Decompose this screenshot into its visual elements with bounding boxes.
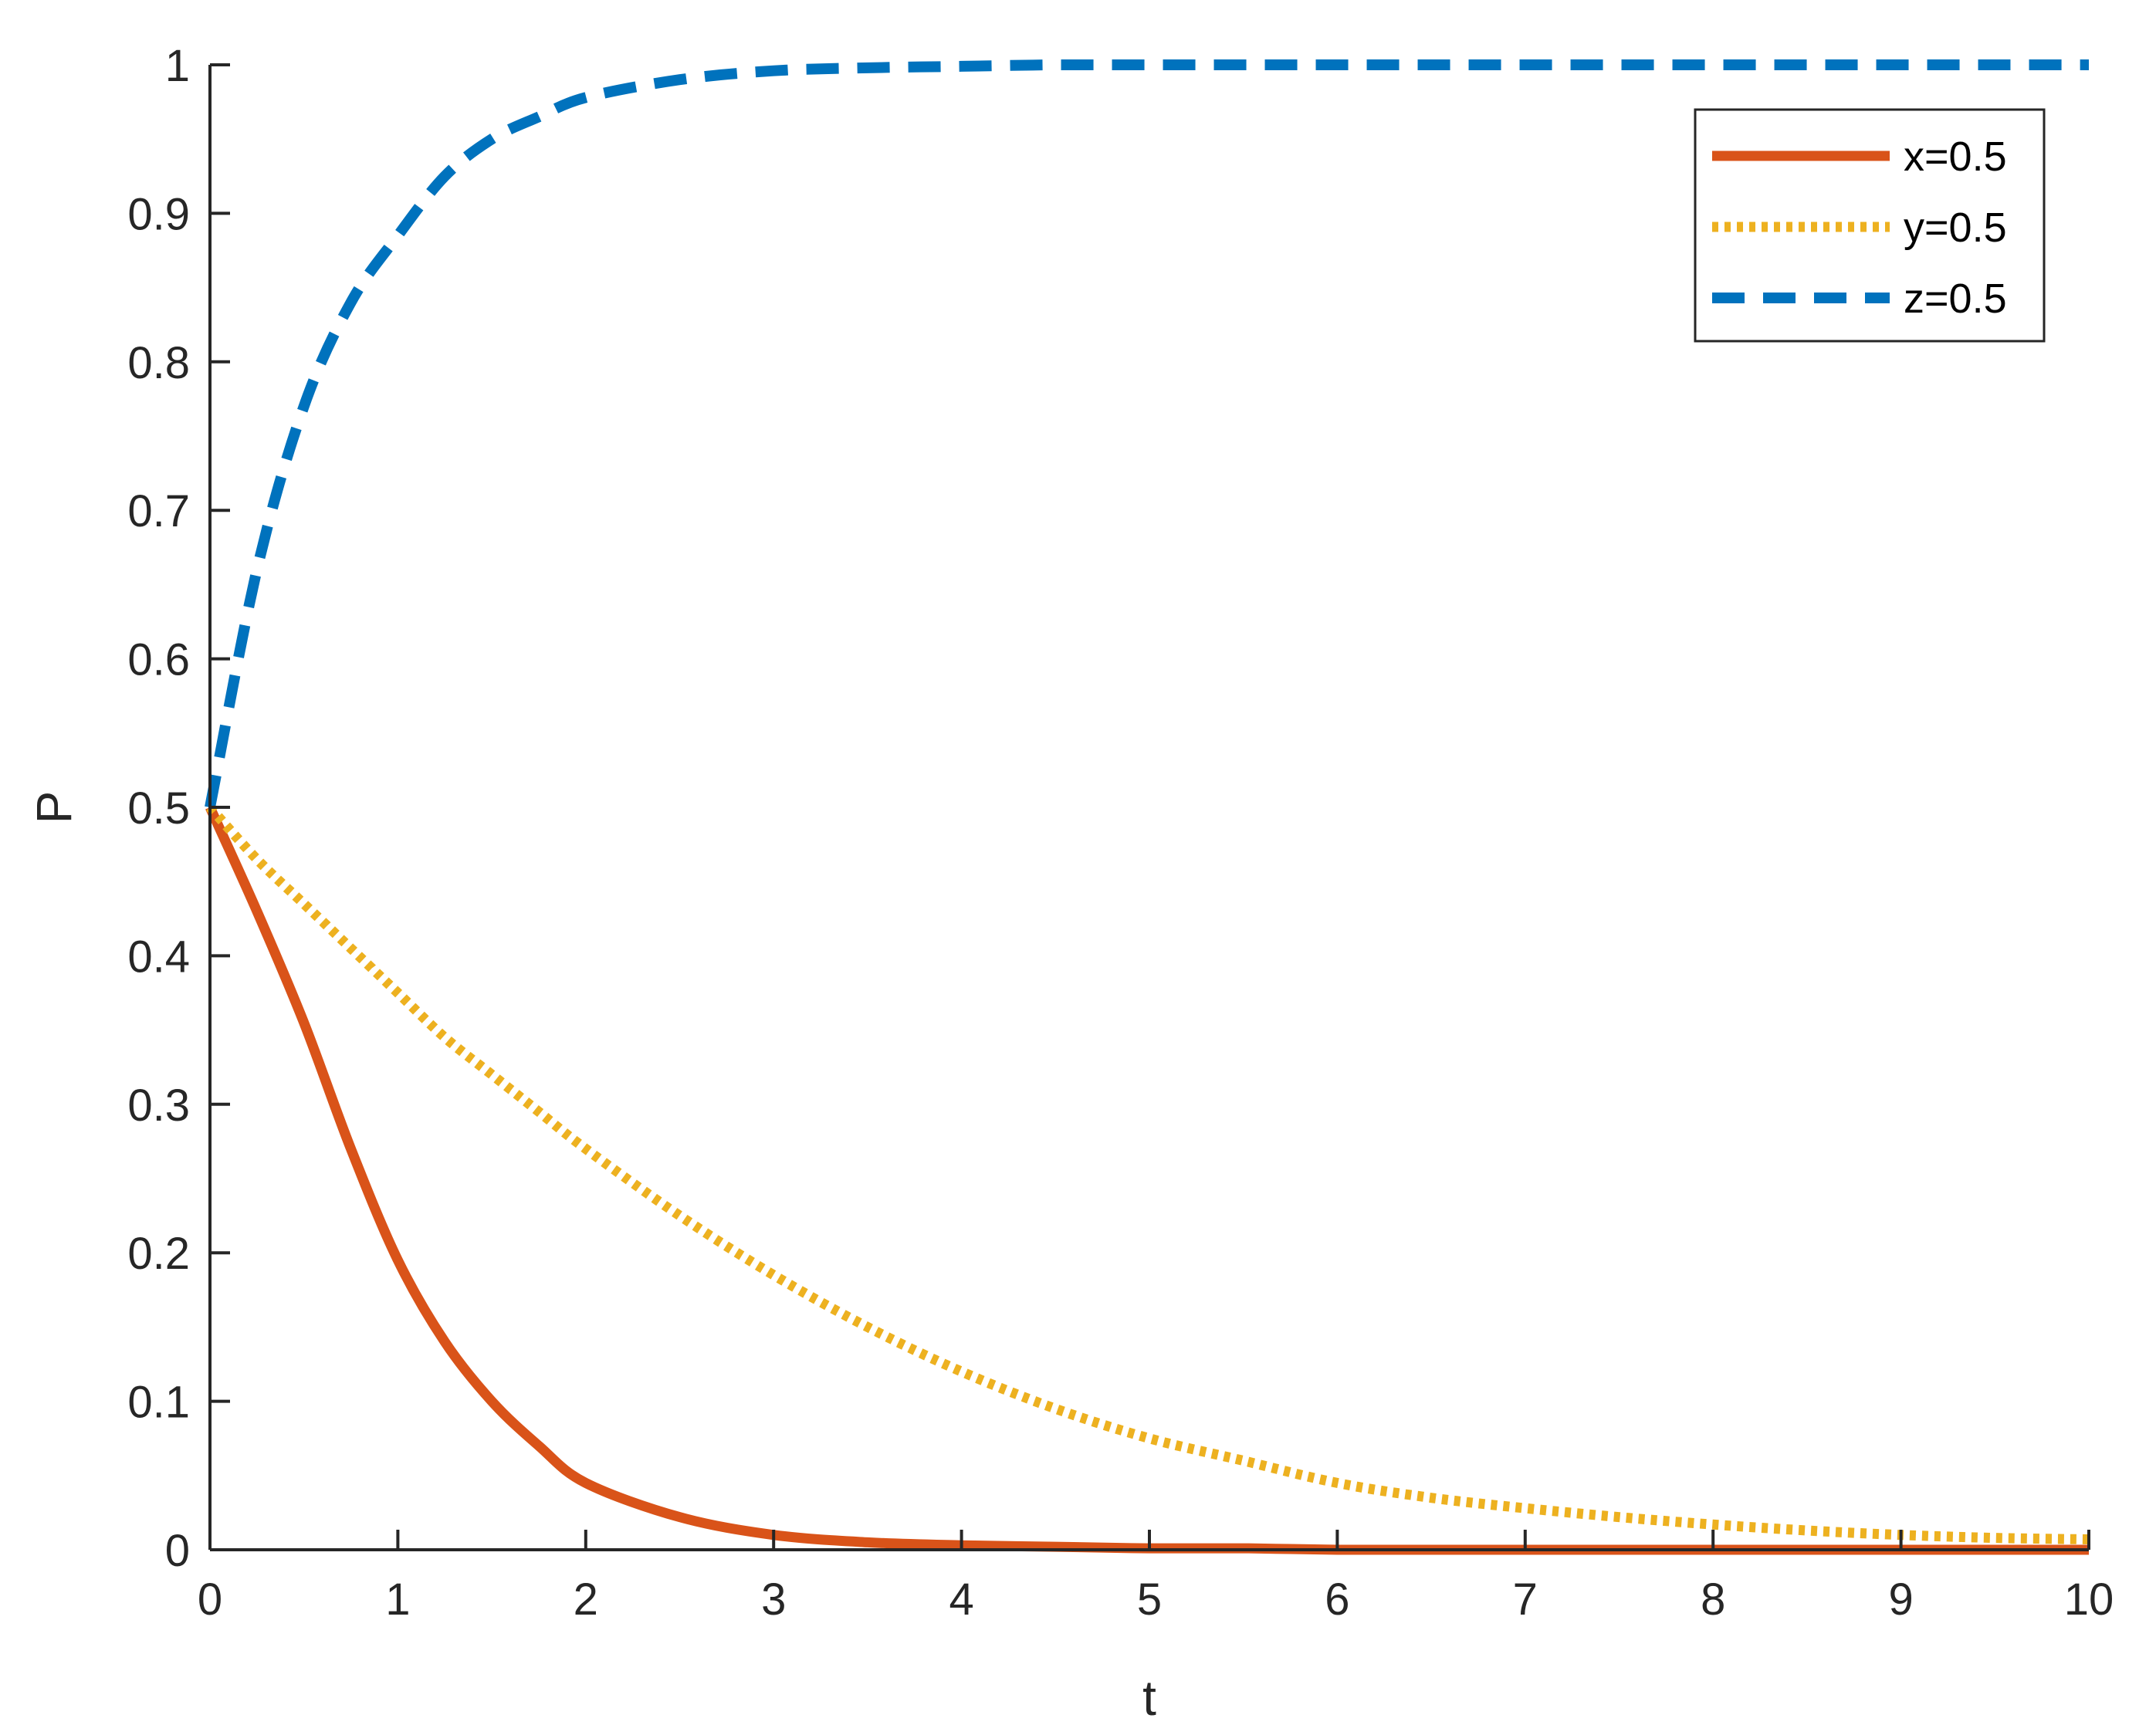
y-tick-label: 0.1: [127, 1378, 190, 1428]
y-tick-label: 0.6: [127, 635, 190, 685]
legend-label-1: x=0.5: [1904, 134, 2007, 180]
y-tick-label: 0.3: [127, 1081, 190, 1131]
x-tick-label: 9: [1888, 1574, 1913, 1625]
series-line-3: [205, 59, 2089, 809]
ticks: 0 1 2 3 4 5 6 7 8 9 10 0 0.1 0.2 0.3 0.4 0.5 0.6 0.7 0.8 0.9…: [127, 41, 2114, 1625]
y-tick-label: 0.4: [127, 932, 190, 982]
y-tick-label: 0.2: [127, 1229, 190, 1279]
x-tick-label: 6: [1325, 1574, 1349, 1625]
y-axis-title: P: [26, 791, 82, 824]
x-axis-title: t: [1142, 1670, 1156, 1726]
x-tick-label: 5: [1137, 1574, 1162, 1625]
legend-label-3: z=0.5: [1904, 276, 2007, 322]
series-line-2: [206, 803, 2090, 1545]
y-tick-label: 0.8: [127, 338, 190, 388]
y-tick-label: 0.7: [127, 486, 190, 536]
y-tick-label: 0: [165, 1526, 190, 1576]
x-tick-label: 7: [1513, 1574, 1538, 1625]
x-tick-label: 1: [385, 1574, 410, 1625]
y-tick-label: 0.5: [127, 783, 190, 834]
x-tick-label: 0: [198, 1574, 222, 1625]
legend-label-2: y=0.5: [1904, 205, 2007, 251]
y-tick-label: 1: [165, 41, 190, 91]
x-tick-label: 4: [949, 1574, 973, 1625]
x-tick-label: 10: [2064, 1574, 2114, 1625]
y-tick-label: 0.9: [127, 189, 190, 239]
legend: x=0.5 y=0.5 z=0.5: [1694, 108, 2046, 343]
x-tick-label: 3: [761, 1574, 786, 1625]
x-tick-label: 8: [1701, 1574, 1725, 1625]
x-tick-label: 2: [574, 1574, 598, 1625]
